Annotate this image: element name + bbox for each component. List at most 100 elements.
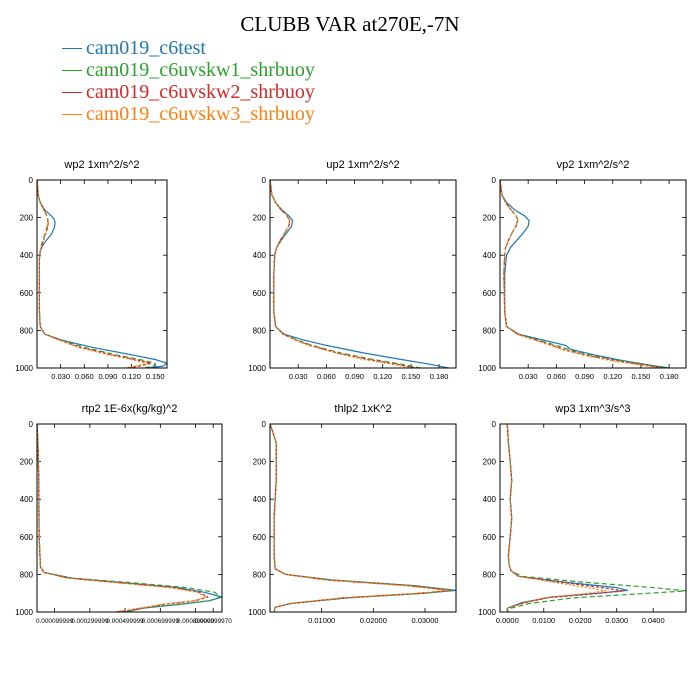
x-tick-label: 0.030 bbox=[289, 372, 308, 381]
series-line-cam019_c6test bbox=[499, 179, 670, 369]
series-line-cam019_c6uvskw2_shrbuoy bbox=[269, 179, 416, 369]
y-tick-label: 600 bbox=[483, 289, 497, 298]
y-tick-label: 800 bbox=[483, 570, 497, 579]
series-line-cam019_c6uvskw3_shrbuoy bbox=[506, 423, 607, 612]
legend-item: cam019_c6uvskw3_shrbuoy bbox=[62, 103, 315, 125]
plot-frame bbox=[499, 423, 687, 613]
legend-item: cam019_c6uvskw1_shrbuoy bbox=[62, 59, 315, 81]
series-line-cam019_c6uvskw1_shrbuoy bbox=[269, 423, 454, 613]
x-tick-label: 0.030 bbox=[519, 372, 538, 381]
x-tick-label: 0.000099999 bbox=[36, 618, 74, 625]
x-tick-label: 0.000999970 bbox=[195, 618, 233, 625]
y-tick-label: 600 bbox=[483, 533, 497, 542]
x-tick-label: 0.0300 bbox=[605, 616, 628, 625]
y-tick-label: 400 bbox=[20, 495, 34, 504]
x-tick-label: 0.000499999 bbox=[106, 618, 144, 625]
legend-item: cam019_c6test bbox=[62, 37, 315, 59]
y-tick-label: 0 bbox=[29, 420, 34, 429]
series-line-cam019_c6test bbox=[506, 423, 629, 612]
series-line-cam019_c6uvskw3_shrbuoy bbox=[36, 423, 207, 613]
series-line-cam019_c6test bbox=[269, 423, 457, 613]
legend-swatch-icon bbox=[62, 91, 82, 93]
x-tick-label: 0.060 bbox=[75, 372, 94, 381]
x-tick-label: 0.0100 bbox=[532, 616, 555, 625]
x-tick-label: 0.01000 bbox=[308, 616, 335, 625]
panel-title: vp2 1xm^2/s^2 bbox=[557, 159, 630, 171]
series-line-cam019_c6uvskw1_shrbuoy bbox=[269, 179, 421, 369]
panel-title: wp3 1xm^3/s^3 bbox=[554, 403, 630, 415]
plot-frame bbox=[269, 423, 457, 613]
x-tick-label: 0.150 bbox=[402, 372, 421, 381]
y-tick-label: 200 bbox=[253, 214, 267, 223]
y-tick-label: 200 bbox=[483, 214, 497, 223]
y-tick-label: 400 bbox=[483, 495, 497, 504]
x-tick-label: 0.120 bbox=[122, 372, 141, 381]
panel-title: up2 1xm^2/s^2 bbox=[326, 159, 399, 171]
series-line-cam019_c6uvskw3_shrbuoy bbox=[269, 179, 412, 369]
series-line-cam019_c6uvskw3_shrbuoy bbox=[36, 179, 148, 369]
x-tick-label: 0.090 bbox=[345, 372, 364, 381]
x-tick-label: 0.03000 bbox=[411, 616, 438, 625]
x-tick-label: 0.150 bbox=[146, 372, 165, 381]
plot-frame bbox=[36, 423, 223, 613]
series-line-cam019_c6uvskw3_shrbuoy bbox=[269, 423, 449, 613]
series-line-cam019_c6uvskw1_shrbuoy bbox=[499, 179, 670, 369]
legend-swatch-icon bbox=[62, 113, 82, 115]
series-line-cam019_c6uvskw3_shrbuoy bbox=[499, 179, 660, 369]
series-line-cam019_c6uvskw2_shrbuoy bbox=[499, 179, 665, 369]
series-line-cam019_c6test bbox=[36, 179, 168, 369]
page-title: CLUBB VAR at270E,-7N bbox=[240, 12, 460, 36]
legend-item: cam019_c6uvskw2_shrbuoy bbox=[62, 81, 315, 103]
y-tick-label: 1000 bbox=[248, 364, 266, 373]
y-tick-label: 400 bbox=[483, 251, 497, 260]
x-tick-label: 0.0400 bbox=[642, 616, 665, 625]
series-line-cam019_c6uvskw2_shrbuoy bbox=[36, 179, 152, 369]
x-tick-label: 0.120 bbox=[373, 372, 392, 381]
x-tick-label: 0.060 bbox=[317, 372, 336, 381]
y-tick-label: 200 bbox=[20, 458, 34, 467]
x-tick-label: 0.150 bbox=[632, 372, 651, 381]
y-tick-label: 400 bbox=[253, 251, 267, 260]
y-tick-label: 400 bbox=[253, 495, 267, 504]
y-tick-label: 800 bbox=[20, 326, 34, 335]
y-tick-label: 0 bbox=[262, 176, 267, 185]
y-tick-label: 600 bbox=[253, 533, 267, 542]
y-tick-label: 600 bbox=[20, 289, 34, 298]
panel-title: rtp2 1E-6x(kg/kg)^2 bbox=[82, 403, 178, 415]
x-tick-label: 0.030 bbox=[51, 372, 70, 381]
x-tick-label: 0.090 bbox=[575, 372, 594, 381]
x-tick-label: 0.120 bbox=[603, 372, 622, 381]
x-tick-label: 0.0000 bbox=[496, 616, 519, 625]
y-tick-label: 800 bbox=[253, 570, 267, 579]
series-line-cam019_c6uvskw1_shrbuoy bbox=[36, 179, 156, 369]
legend: cam019_c6test cam019_c6uvskw1_shrbuoy ca… bbox=[62, 37, 315, 125]
legend-swatch-icon bbox=[62, 69, 82, 71]
x-tick-label: 0.0200 bbox=[569, 616, 592, 625]
panel-title: thlp2 1xK^2 bbox=[334, 403, 391, 415]
y-tick-label: 600 bbox=[253, 289, 267, 298]
y-tick-label: 0 bbox=[492, 420, 497, 429]
x-tick-label: 0.000699999 bbox=[142, 618, 180, 625]
y-tick-label: 0 bbox=[262, 420, 267, 429]
plot-frame bbox=[269, 179, 457, 369]
plot-frame bbox=[499, 179, 687, 369]
legend-label: cam019_c6uvskw1_shrbuoy bbox=[86, 59, 315, 81]
y-tick-label: 200 bbox=[20, 214, 34, 223]
y-tick-label: 200 bbox=[253, 458, 267, 467]
series-line-cam019_c6uvskw2_shrbuoy bbox=[36, 423, 209, 613]
panel-title: wp2 1xm^2/s^2 bbox=[63, 159, 139, 171]
series-line-cam019_c6uvskw2_shrbuoy bbox=[269, 423, 452, 613]
x-tick-label: 0.000299999 bbox=[71, 618, 109, 625]
legend-label: cam019_c6uvskw3_shrbuoy bbox=[86, 103, 315, 125]
y-tick-label: 400 bbox=[20, 251, 34, 260]
y-tick-label: 1000 bbox=[15, 608, 33, 617]
y-tick-label: 0 bbox=[29, 176, 34, 185]
y-tick-label: 800 bbox=[483, 326, 497, 335]
y-tick-label: 800 bbox=[20, 570, 34, 579]
y-tick-label: 1000 bbox=[478, 608, 496, 617]
x-tick-label: 0.02000 bbox=[360, 616, 387, 625]
x-tick-label: 0.000899999 bbox=[177, 618, 215, 625]
y-tick-label: 1000 bbox=[15, 364, 33, 373]
legend-label: cam019_c6test bbox=[86, 37, 206, 59]
